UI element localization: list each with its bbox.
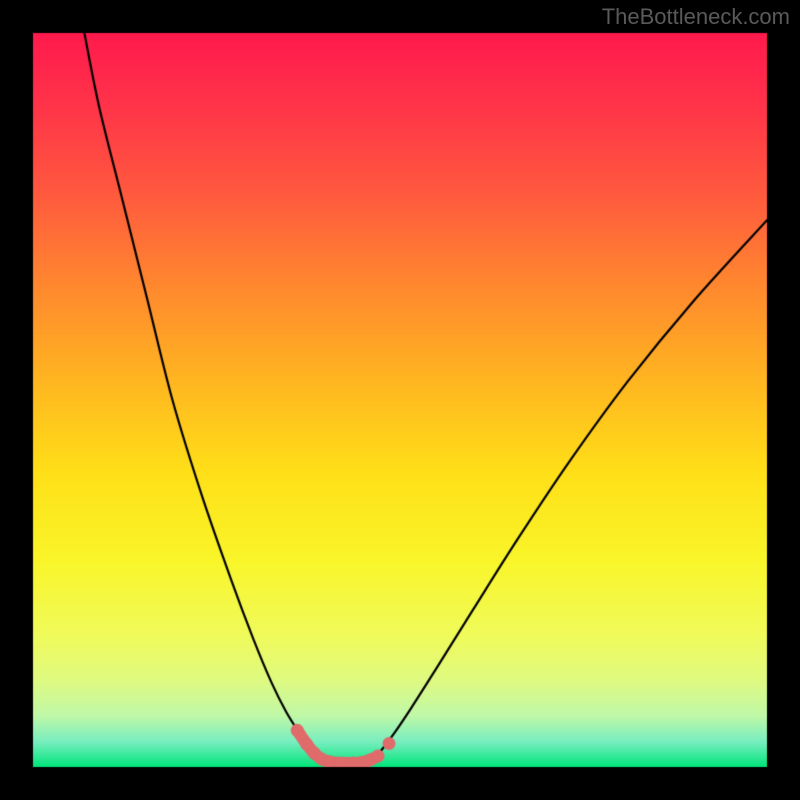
watermark-text: TheBottleneck.com — [602, 4, 790, 30]
chart-stage: TheBottleneck.com — [0, 0, 800, 800]
bottleneck-curve-chart — [0, 0, 800, 800]
